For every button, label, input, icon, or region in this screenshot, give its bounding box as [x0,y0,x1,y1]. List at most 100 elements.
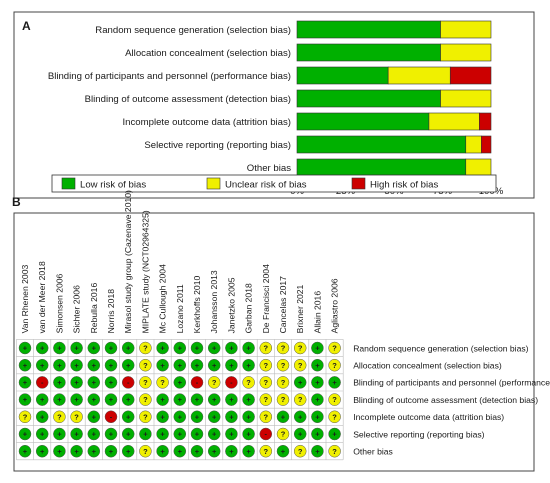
judgement-symbol: - [41,378,44,387]
judgement-symbol: + [23,395,28,404]
judgement-symbol: + [246,447,251,456]
judgement-low [276,410,290,424]
domain-label: Blinding of outcome assessment (detectio… [353,395,538,405]
judgement-symbol: + [212,395,217,404]
judgement-symbol: + [126,430,131,439]
judgement-symbol: ? [264,447,269,456]
judgement-unclear [156,376,169,389]
judgement-low [87,341,101,355]
judgement-symbol: + [315,344,320,353]
bar-segment-unclear [440,43,492,62]
bar-segment-low [296,158,467,177]
study-label: Sichter 2006 [72,285,82,333]
domain-label: Incomplete outcome data (attrition bias) [353,412,504,422]
judgement-low [311,427,324,441]
judgement-symbol: + [92,412,97,421]
judgement-low [225,358,238,372]
judgement-symbol: + [332,378,337,387]
judgement-high [35,376,49,389]
judgement-symbol: + [74,430,79,439]
bar-segment-unclear [465,158,492,177]
judgement-symbol: + [315,378,320,387]
judgement-symbol: + [160,344,165,353]
judgement-symbol: + [178,378,183,387]
judgement-symbol: ? [264,361,269,370]
bar-segment-high [449,66,492,85]
judgement-symbol: ? [74,412,79,421]
judgement-symbol: + [212,361,217,370]
judgement-symbol: + [23,361,28,370]
judgement-unclear [276,427,290,441]
judgement-symbol: + [195,430,200,439]
judgement-symbol: - [265,430,268,439]
judgement-symbol: ? [143,412,148,421]
judgement-unclear [293,393,307,406]
legend-swatch-high [351,177,366,190]
judgement-symbol: + [23,344,28,353]
judgement-unclear [259,444,273,458]
judgement-symbol: ? [298,447,303,456]
judgement-high [121,376,135,389]
judgement-symbol: + [92,361,97,370]
judgement-symbol: - [110,412,113,421]
judgement-symbol: + [298,412,303,421]
judgement-symbol: + [126,395,131,404]
judgement-low [18,341,32,355]
judgement-low [121,410,135,424]
judgement-symbol: + [229,447,234,456]
judgement-low [70,427,83,441]
judgement-symbol: + [57,395,62,404]
judgement-symbol: + [246,412,251,421]
judgement-low [311,410,324,424]
legend-label-unclear: Unclear risk of bias [225,180,307,191]
judgement-unclear [259,358,273,372]
judgement-unclear [276,393,290,406]
judgement-symbol: + [74,344,79,353]
judgement-symbol: + [40,344,45,353]
judgement-symbol: + [298,378,303,387]
domain-label: Selective reporting (reporting bias) [353,429,484,439]
judgement-symbol: + [229,430,234,439]
judgement-symbol: + [298,430,303,439]
judgement-symbol: + [92,395,97,404]
judgement-symbol: + [109,395,114,404]
judgement-low [311,393,324,406]
study-label: Brixner 2021 [295,284,305,333]
judgement-symbol: ? [264,344,269,353]
judgement-symbol: ? [332,412,337,421]
judgement-low [35,393,49,406]
judgement-symbol: + [178,447,183,456]
judgement-symbol: + [40,361,45,370]
judgement-low [242,341,255,355]
judgement-low [87,358,101,372]
legend-swatch-low [61,177,76,190]
legend-swatch-unclear [206,177,221,190]
judgement-symbol: + [246,361,251,370]
study-label: MIPLATE study (NCT02964325) [140,210,150,333]
judgement-symbol: + [315,412,320,421]
judgement-symbol: + [195,361,200,370]
judgement-unclear [328,341,341,355]
judgement-symbol: + [92,447,97,456]
bar-segment-high [479,112,492,131]
judgement-low [242,410,255,424]
study-label: Mc Cullough 2004 [158,264,168,333]
study-label: Mirasol study group (Cazenave 2010) [123,190,133,333]
judgement-symbol: + [126,447,131,456]
judgement-unclear [139,341,152,355]
study-label: De Francisci 2004 [261,264,271,333]
judgement-symbol: + [40,412,45,421]
judgement-unclear [259,393,273,406]
judgement-symbol: + [246,395,251,404]
judgement-low [70,341,83,355]
judgement-unclear [139,410,152,424]
judgement-unclear [53,410,66,424]
judgement-symbol: ? [23,412,28,421]
judgement-symbol: + [74,395,79,404]
judgement-symbol: ? [298,361,303,370]
judgement-low [293,410,307,424]
judgement-unclear [139,444,152,458]
judgement-low [18,376,32,389]
judgement-unclear [276,376,290,389]
judgement-low [173,444,187,458]
